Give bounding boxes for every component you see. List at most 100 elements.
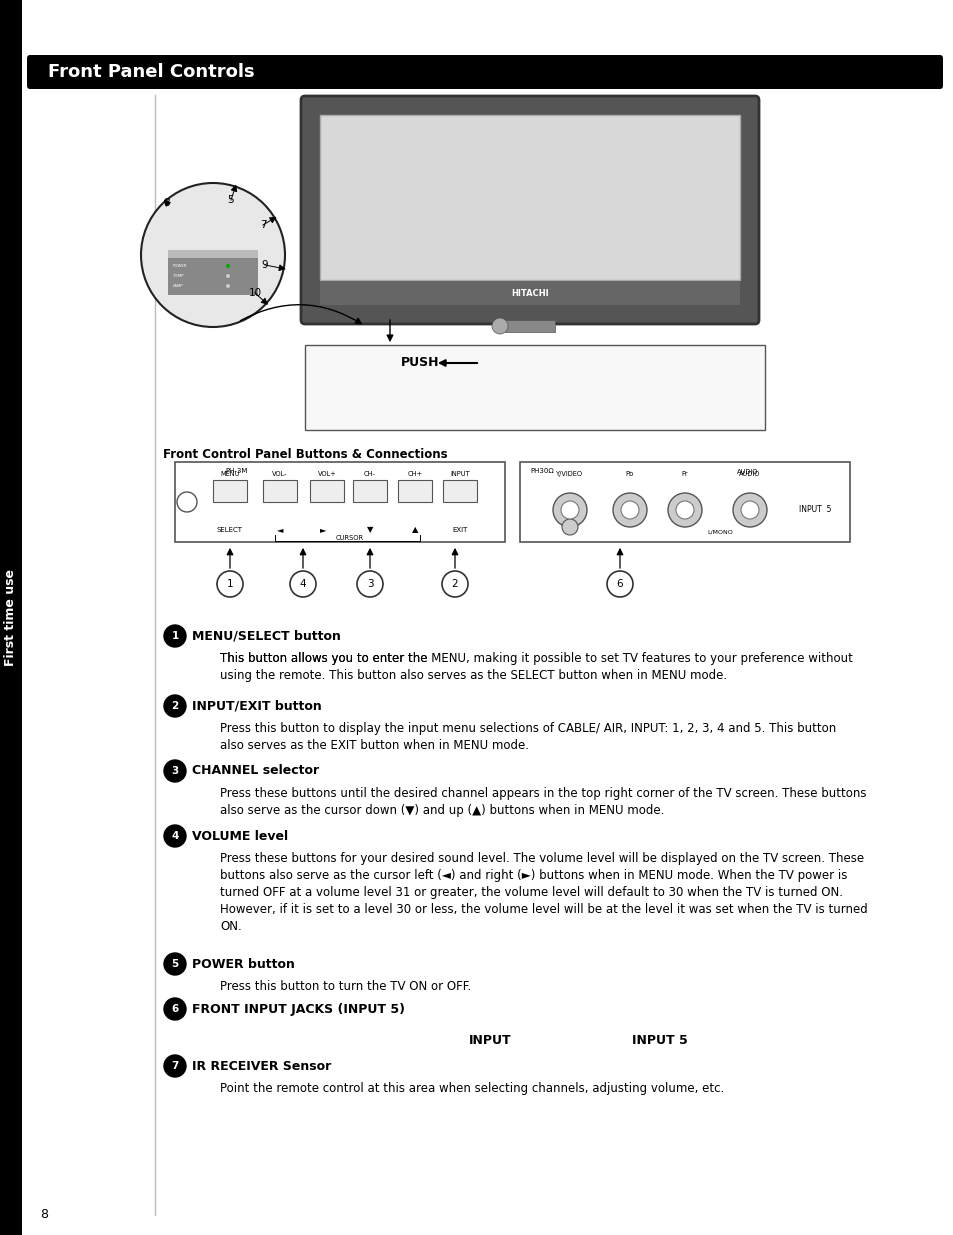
Text: Pb: Pb [625,471,634,477]
Text: MENU: MENU [220,471,239,477]
Text: PH30Ω: PH30Ω [530,468,553,474]
Circle shape [141,183,285,327]
Text: 1: 1 [227,579,233,589]
Circle shape [177,492,196,513]
Text: CHANNEL selector: CHANNEL selector [192,764,319,778]
Text: AUDIO: AUDIO [739,471,760,477]
Text: INPUT: INPUT [450,471,470,477]
Bar [319,282,740,305]
Text: Press these buttons until the desired channel appears in the top right corner of: Press these buttons until the desired ch… [220,787,865,818]
Bar [305,345,764,430]
Text: Point the remote control at this area when selecting channels, adjusting volume,: Point the remote control at this area wh… [220,1082,723,1095]
Text: INPUT 5: INPUT 5 [632,1035,687,1047]
Bar [353,480,387,501]
Text: TEMP: TEMP [172,274,183,278]
Text: CH-: CH- [364,471,375,477]
Circle shape [164,1055,186,1077]
Text: POWER: POWER [172,264,188,268]
Text: 3: 3 [366,579,373,589]
Circle shape [216,571,243,597]
Circle shape [441,571,468,597]
Circle shape [164,760,186,782]
Circle shape [164,825,186,847]
Text: 7: 7 [259,220,266,230]
Text: VOL-: VOL- [272,471,288,477]
Text: CH+: CH+ [407,471,422,477]
Circle shape [226,274,230,278]
Circle shape [560,501,578,519]
Circle shape [164,953,186,974]
Text: Front Control Panel Buttons & Connections: Front Control Panel Buttons & Connection… [163,448,447,461]
Circle shape [740,501,759,519]
Bar [519,462,849,542]
Text: 10: 10 [248,288,261,298]
Text: ▼: ▼ [366,526,373,535]
Circle shape [553,493,586,527]
FancyBboxPatch shape [301,96,759,324]
Text: LAMP: LAMP [172,284,183,288]
Text: 5: 5 [228,195,234,205]
Text: AUDIO: AUDIO [737,469,758,475]
Text: ►: ► [319,526,326,535]
Circle shape [226,284,230,288]
Text: 6: 6 [616,579,622,589]
Text: L/MONO: L/MONO [706,530,732,535]
Bar [0,0,22,1235]
Circle shape [613,493,646,527]
Circle shape [732,493,766,527]
Text: CURSOR: CURSOR [335,535,364,541]
Bar [310,480,344,501]
Text: Press these buttons for your desired sound level. The volume level will be displ: Press these buttons for your desired sou… [220,852,867,932]
Circle shape [667,493,701,527]
Text: FRONT INPUT JACKS (INPUT 5): FRONT INPUT JACKS (INPUT 5) [192,1003,405,1015]
Circle shape [606,571,633,597]
Text: VOLUME level: VOLUME level [192,830,288,842]
Circle shape [492,317,507,333]
Text: Press this button to turn the TV ON or OFF.: Press this button to turn the TV ON or O… [220,981,471,993]
Bar [174,462,504,542]
Bar [263,480,296,501]
Text: HITACHI: HITACHI [511,289,548,298]
Text: PH-3M: PH-3M [225,468,247,474]
Text: 4: 4 [299,579,306,589]
Text: SELECT: SELECT [216,527,243,534]
Circle shape [676,501,693,519]
Text: Front Panel Controls: Front Panel Controls [48,63,254,82]
Bar [442,480,476,501]
Text: INPUT: INPUT [468,1035,511,1047]
Text: This button allows you to enter the: This button allows you to enter the [220,652,431,664]
Circle shape [356,571,382,597]
Text: ◄: ◄ [276,526,283,535]
Circle shape [164,998,186,1020]
Text: IR RECEIVER Sensor: IR RECEIVER Sensor [192,1060,331,1072]
Text: This button allows you to enter the MENU, making it possible to set TV features : This button allows you to enter the MENU… [220,652,852,682]
Text: 9: 9 [261,261,268,270]
Circle shape [561,519,578,535]
Bar [504,320,555,332]
Text: VOL+: VOL+ [317,471,336,477]
Text: INPUT/EXIT button: INPUT/EXIT button [192,699,321,713]
Text: Press this button to display the input menu selections of CABLE/ AIR, INPUT: 1, : Press this button to display the input m… [220,722,836,752]
Text: 2: 2 [451,579,457,589]
Bar [213,480,247,501]
Bar [397,480,432,501]
Text: 7: 7 [172,1061,178,1071]
Bar [168,249,257,295]
Text: ▲: ▲ [412,526,417,535]
Bar [168,249,257,258]
Circle shape [164,695,186,718]
Text: 5: 5 [172,960,178,969]
Text: 3: 3 [172,766,178,776]
Circle shape [290,571,315,597]
Text: First time use: First time use [5,568,17,666]
Text: 8: 8 [164,198,171,207]
Circle shape [164,625,186,647]
Text: Y/VIDEO: Y/VIDEO [556,471,583,477]
Text: PUSH: PUSH [400,357,438,369]
Bar [319,115,740,280]
Text: 8: 8 [40,1209,48,1221]
Text: 4: 4 [172,831,178,841]
Text: MENU/SELECT button: MENU/SELECT button [192,630,340,642]
Text: 1: 1 [172,631,178,641]
FancyBboxPatch shape [27,56,942,89]
